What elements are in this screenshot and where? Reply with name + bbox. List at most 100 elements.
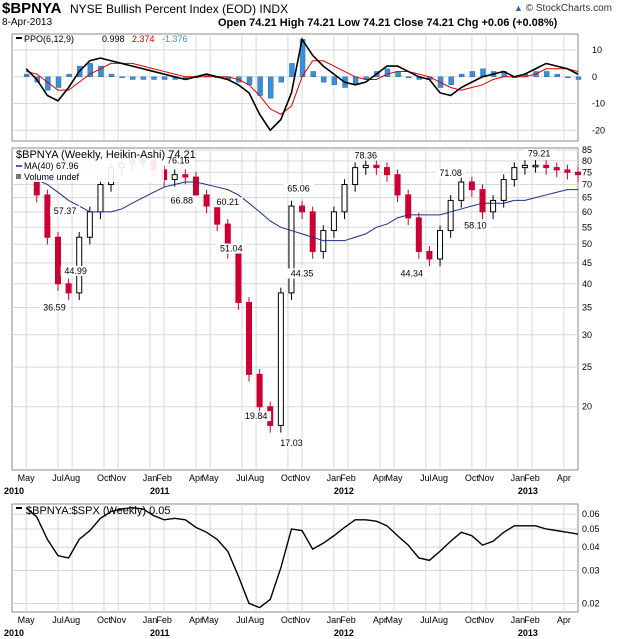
xaxis-month-label: Feb — [156, 473, 172, 483]
chart-title: NYSE Bullish Percent Index (EOD) INDX — [70, 2, 289, 16]
price-annotation-label: 36.59 — [43, 303, 66, 313]
ppo-hist-bar — [151, 76, 157, 80]
price-candle — [437, 230, 444, 260]
xaxis-year-label: 2012 — [334, 628, 354, 638]
price-ytick-label: 60 — [582, 207, 592, 217]
price-annotation-bg — [460, 220, 491, 231]
xaxis-year-label: 2013 — [518, 628, 538, 638]
xaxis-year-label: 2012 — [334, 486, 354, 496]
xaxis-month-label: Jan — [143, 473, 158, 483]
ppo-legend-label: PPO(6,12,9) — [24, 34, 74, 44]
price-annotation-label: 17.03 — [280, 438, 303, 448]
ppo-hist-bar — [130, 76, 136, 80]
price-candle — [214, 205, 221, 225]
ratio-legend-label: $BPNYA:$SPX (Weekly) 0.05 — [26, 505, 171, 517]
xaxis-year-label: 2011 — [150, 486, 170, 496]
ppo-hist-bar — [384, 68, 391, 78]
xaxis-month-label: Aug — [248, 615, 264, 625]
price-ytick-label: 80 — [582, 156, 592, 166]
xaxis-month-label: Feb — [340, 615, 356, 625]
xaxis-month-label: Oct — [465, 473, 480, 483]
ppo-ytick-label: 10 — [592, 45, 602, 55]
ppo-hist-bar — [289, 63, 295, 77]
date-label: 8-Apr-2013 — [2, 17, 53, 28]
volume-legend-swatch — [16, 174, 21, 179]
price-annotation-label: 71.08 — [439, 168, 462, 178]
price-candle — [479, 189, 486, 213]
price-annotation-label: 65.06 — [287, 183, 310, 193]
ohlc-readout: Open 74.21 High 74.21 Low 74.21 Close 74… — [218, 17, 558, 29]
price-annotation-bg — [50, 205, 81, 216]
price-annotation-label: 44.99 — [64, 266, 87, 276]
price-candle — [490, 199, 497, 213]
price-ytick-label: 55 — [582, 222, 592, 232]
price-annotation-label: 79.21 — [528, 149, 551, 159]
ppo-hist-bar — [575, 76, 582, 80]
stockcharts-logo[interactable]: ▲ © StockCharts.com — [514, 3, 612, 14]
xaxis-month-label: May — [18, 615, 36, 625]
xaxis-month-label: Jan — [511, 473, 526, 483]
price-candle — [235, 250, 242, 303]
ppo-hist-bar — [119, 76, 125, 79]
ppo-hist-bar — [459, 73, 465, 77]
price-candle — [309, 211, 316, 252]
price-candle — [383, 167, 390, 176]
ppo-hist-bar — [554, 73, 560, 77]
xaxis-month-label: Aug — [432, 615, 448, 625]
ppo-hist-bar — [406, 76, 412, 79]
price-candle — [532, 164, 539, 168]
ppo-hist-bar — [87, 63, 94, 77]
price-candle — [299, 205, 306, 213]
xaxis-month-label: Feb — [156, 615, 172, 625]
price-candle — [553, 167, 560, 171]
xaxis-month-label: Aug — [248, 473, 264, 483]
price-annotation-bg — [283, 183, 314, 194]
xaxis-month-label: Nov — [478, 473, 495, 483]
xaxis-month-label: Jul — [420, 473, 432, 483]
price-candle — [511, 167, 518, 181]
ppo-hist-bar — [23, 73, 30, 77]
ppo-hist-bar — [108, 73, 115, 77]
xaxis-month-label: Nov — [294, 473, 311, 483]
ppo-hist-bar — [66, 73, 72, 77]
ppo-hist-bar — [268, 76, 274, 99]
xaxis-month-label: Apr — [189, 615, 203, 625]
ratio-legend-swatch — [16, 507, 22, 509]
xaxis-month-label: Apr — [557, 473, 571, 483]
price-candle — [44, 194, 51, 238]
price-annotation-bg — [212, 197, 243, 208]
price-annotation-label: 44.34 — [400, 269, 423, 279]
price-candle — [405, 194, 412, 219]
price-annotation-label: 19.84 — [245, 411, 268, 421]
xaxis-month-label: Jan — [511, 615, 526, 625]
xaxis-month-label: Apr — [373, 473, 387, 483]
xaxis-month-label: Oct — [97, 473, 112, 483]
logo-mark-icon: ▲ — [514, 3, 523, 13]
ppo-hist-bar — [310, 71, 316, 77]
price-legend-title: $BPNYA (Weekly, Heikin-Ashi) 74.21 — [16, 149, 196, 161]
xaxis-month-label: Jul — [236, 615, 248, 625]
xaxis-month-label: May — [18, 473, 36, 483]
price-annotation-label: 66.88 — [171, 196, 194, 206]
ppo-hist-bar — [565, 76, 571, 79]
price-candle — [54, 236, 61, 285]
price-annotation-label: 58.10 — [464, 221, 487, 231]
xaxis-month-label: Oct — [281, 615, 296, 625]
xaxis-month-label: Apr — [557, 615, 571, 625]
xaxis-month-label: Nov — [294, 615, 311, 625]
xaxis-month-label: Jul — [52, 615, 64, 625]
price-candle — [362, 164, 369, 169]
price-annotation-bg — [163, 155, 194, 166]
ratio-line — [25, 506, 579, 609]
ratio-ytick-label: 0.03 — [582, 565, 600, 575]
xaxis-month-label: Oct — [281, 473, 296, 483]
price-candle — [76, 236, 83, 294]
price-ytick-label: 85 — [582, 145, 592, 155]
price-candle — [352, 167, 359, 186]
xaxis-month-label: Feb — [524, 615, 540, 625]
price-ytick-label: 75 — [582, 167, 592, 177]
xaxis-month-label: Apr — [189, 473, 203, 483]
symbol-label: $BPNYA — [2, 0, 62, 17]
price-candle — [543, 164, 550, 169]
